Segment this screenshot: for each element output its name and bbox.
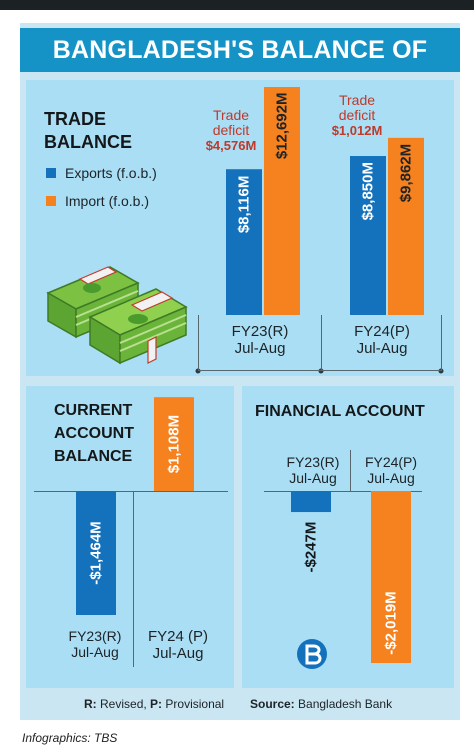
current-heading-line2: ACCOUNT <box>54 425 134 442</box>
bar-exports-fy23 <box>226 169 262 315</box>
financial-axis-divider <box>350 450 351 491</box>
credit-line: Infographics: TBS <box>22 731 118 745</box>
current-bar-label-fy24: $1,108M <box>166 415 183 473</box>
trade-period-fy23-line2: Jul-Aug <box>234 340 286 357</box>
trade-deficit-note-fy23-line2: deficit <box>212 122 250 138</box>
footer-provisional-text: Provisional <box>165 697 225 711</box>
financial-period-fy23-line1: FY23(R) <box>286 454 340 470</box>
financial-period-fy24: FY24(P) Jul-Aug <box>352 454 430 486</box>
current-axis-divider <box>133 491 134 667</box>
axis-dot <box>195 368 201 374</box>
footer-revised-key: R: <box>84 697 97 711</box>
trade-deficit-note-fy24-line1: Trade <box>338 92 376 108</box>
trade-period-fy23-line1: FY23(R) <box>231 323 289 340</box>
current-period-fy24-line2: Jul-Aug <box>152 645 204 662</box>
trade-deficit-note-fy24-line2: deficit <box>338 107 376 123</box>
legend-exports: Exports (f.o.b.) <box>46 165 157 181</box>
current-period-fy23-line1: FY23(R) <box>68 628 122 644</box>
legend-imports-label: Import (f.o.b.) <box>65 193 150 209</box>
current-bar-fy24 <box>154 397 194 491</box>
bar-label-exports-fy23: $8,116M <box>236 176 253 234</box>
bar-exports-fy24 <box>350 156 386 315</box>
financial-period-fy23-line2: Jul-Aug <box>289 470 337 486</box>
current-heading-line3: BALANCE <box>54 448 133 465</box>
current-axis-line <box>34 491 228 492</box>
footer-source-key: Source: <box>250 697 295 711</box>
financial-account-panel <box>242 386 454 688</box>
current-bar-fy23 <box>76 491 116 615</box>
current-heading-line1: CURRENT <box>54 402 133 419</box>
financial-period-fy23: FY23(R) Jul-Aug <box>276 454 350 486</box>
financial-period-fy24-line2: Jul-Aug <box>367 470 415 486</box>
trade-heading-line2: BALANCE <box>44 132 132 152</box>
financial-bar-label-fy23: -$247M <box>303 522 320 573</box>
current-period-fy23-line2: Jul-Aug <box>71 644 119 660</box>
trade-axis-box <box>198 315 442 371</box>
bar-label-imports-fy23: $12,692M <box>274 92 291 159</box>
footer-source-text: Bangladesh Bank <box>298 697 393 711</box>
footer-revised-text: Revised, <box>100 697 147 711</box>
financial-heading: FINANCIAL ACCOUNT <box>255 403 425 420</box>
legend-exports-label: Exports (f.o.b.) <box>65 165 157 181</box>
top-bar <box>0 0 474 10</box>
axis-dot <box>318 368 324 374</box>
trade-period-fy24-line1: FY24(P) <box>354 323 410 340</box>
trade-heading-line1: TRADE <box>44 109 106 129</box>
current-heading: CURRENT ACCOUNT BALANCE <box>54 399 134 468</box>
title-band <box>20 28 460 72</box>
trade-heading: TRADE BALANCE <box>44 108 132 154</box>
financial-bar-fy24 <box>371 491 411 663</box>
trade-deficit-note-fy24: Trade deficit $1,012M <box>322 92 392 139</box>
axis-dot <box>438 368 444 374</box>
current-account-panel <box>26 386 234 688</box>
trade-deficit-note-fy23-value: $4,576M <box>205 138 257 153</box>
trade-axis-divider <box>321 315 322 371</box>
financial-period-fy24-line1: FY24(P) <box>364 454 418 470</box>
cash-bundle-icon <box>46 266 188 365</box>
legend-exports-swatch <box>46 168 56 178</box>
trade-period-fy23: FY23(R) Jul-Aug <box>200 323 320 357</box>
trade-deficit-note-fy24-value: $1,012M <box>331 123 383 138</box>
cash-stack-right <box>88 288 188 365</box>
financial-bar-label-fy24: -$2,019M <box>383 591 400 654</box>
financial-axis-line <box>264 491 422 492</box>
bar-imports-fy23 <box>264 87 300 315</box>
current-bar-label-fy23: -$1,464M <box>88 521 105 584</box>
current-period-fy23: FY23(R) Jul-Aug <box>56 628 134 660</box>
tbs-logo-icon <box>297 639 327 669</box>
bar-label-exports-fy24: $8,850M <box>360 162 377 220</box>
footer-notes: R: Revised, P: Provisional <box>84 697 224 711</box>
legend-imports: Import (f.o.b.) <box>46 193 149 209</box>
trade-period-fy24: FY24(P) Jul-Aug <box>323 323 441 357</box>
trade-deficit-note-fy23: Trade deficit $4,576M <box>196 107 266 154</box>
financial-bar-fy23 <box>291 491 331 513</box>
legend-imports-swatch <box>46 196 56 206</box>
footer-provisional-key: P: <box>150 697 163 711</box>
current-period-fy24: FY24 (P) Jul-Aug <box>136 628 220 662</box>
current-period-fy24-line1: FY24 (P) <box>147 628 208 645</box>
trade-deficit-note-fy23-line1: Trade <box>212 107 250 123</box>
bar-imports-fy24 <box>388 137 424 315</box>
bar-label-imports-fy24: $9,862M <box>398 144 415 202</box>
footer-source: Source: Bangladesh Bank <box>250 697 392 711</box>
trade-period-fy24-line2: Jul-Aug <box>356 340 408 357</box>
